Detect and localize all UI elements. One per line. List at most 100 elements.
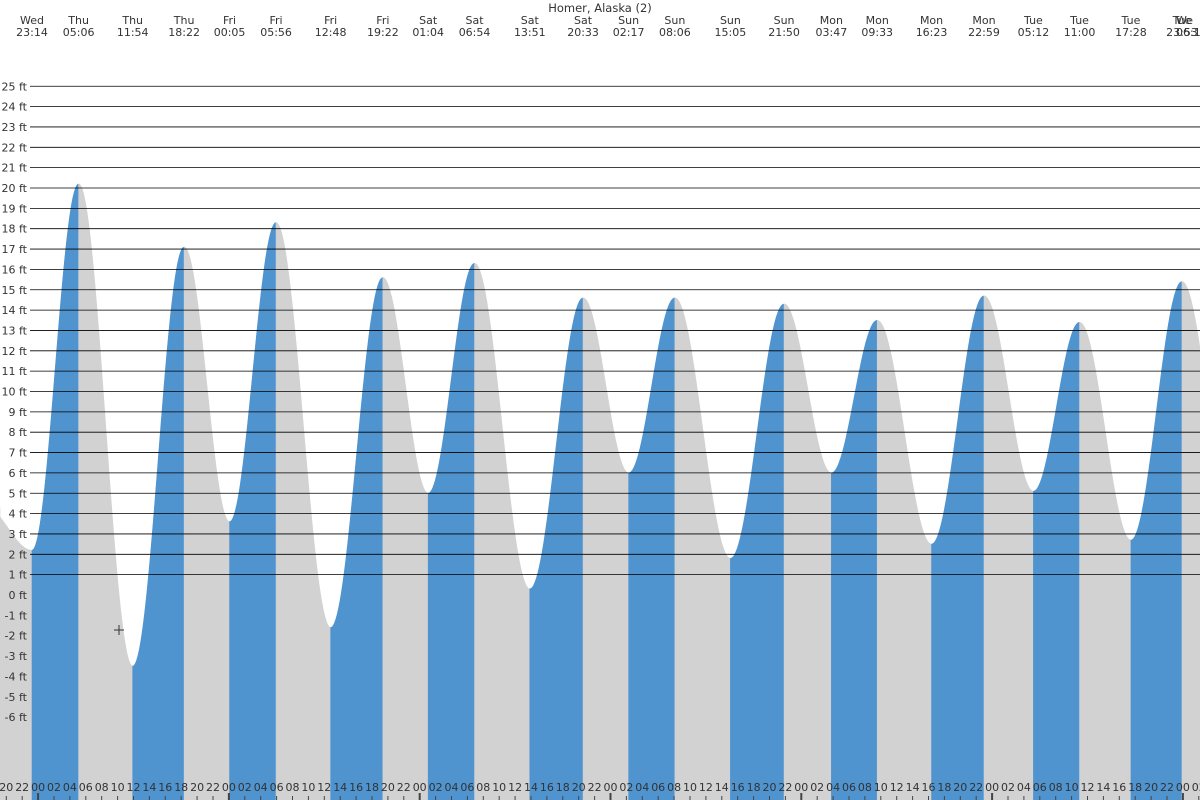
x-hour-label: 18 <box>365 781 379 794</box>
x-hour-label: 16 <box>921 781 935 794</box>
x-hour-label: 22 <box>397 781 411 794</box>
x-axis: 20 22 00 02 04 06 08 10 12 14 16 18 20 22 00 02 04 06 08 10… <box>0 781 1200 800</box>
y-tick-label: 10 ft <box>2 386 28 399</box>
y-tick-label: 1 ft <box>9 569 28 582</box>
event-time-label: 09:33 <box>861 26 893 39</box>
x-hour-label: 06 <box>270 781 284 794</box>
x-hour-label: 08 <box>1049 781 1063 794</box>
x-hour-label: 10 <box>111 781 125 794</box>
x-hour-label: 16 <box>158 781 172 794</box>
falling-tide-area <box>983 295 1034 800</box>
x-hour-label: 16 <box>1112 781 1126 794</box>
event-time-label: 08:06 <box>659 26 691 39</box>
falling-tide-area <box>876 319 932 800</box>
x-hour-label: 20 <box>572 781 586 794</box>
x-hour-label: 08 <box>476 781 490 794</box>
x-hour-label: 20 <box>1144 781 1158 794</box>
event-time-label: 01:04 <box>412 26 444 39</box>
x-hour-label: 06 <box>460 781 474 794</box>
y-tick-label: 21 ft <box>2 162 28 175</box>
event-day-label: Mon <box>820 14 843 27</box>
rising-tide-area <box>1033 321 1080 800</box>
y-tick-label: 0 ft <box>9 589 28 602</box>
y-tick-label: -3 ft <box>5 650 28 663</box>
x-hour-label: 16 <box>731 781 745 794</box>
event-time-label: 03:47 <box>816 26 848 39</box>
x-hour-label: 12 <box>317 781 331 794</box>
x-hour-label: 10 <box>492 781 506 794</box>
x-hour-label: 14 <box>142 781 156 794</box>
falling-tide-area <box>0 507 33 800</box>
event-day-label: Sat <box>521 14 540 27</box>
event-time-label: 15:05 <box>715 26 747 39</box>
y-tick-label: 23 ft <box>2 121 28 134</box>
y-tick-label: 2 ft <box>9 548 28 561</box>
x-hour-label: 08 <box>95 781 109 794</box>
y-tick-label: 9 ft <box>9 406 28 419</box>
x-hour-label: 12 <box>1080 781 1094 794</box>
x-hour-label: 20 <box>762 781 776 794</box>
falling-tide-area <box>275 222 331 800</box>
x-hour-label: 16 <box>349 781 363 794</box>
event-time-label: 11:54 <box>117 26 149 39</box>
event-time-label: 00:05 <box>214 26 246 39</box>
x-hour-label: 22 <box>969 781 983 794</box>
x-hour-label: 04 <box>826 781 840 794</box>
rising-tide-area <box>427 262 475 800</box>
falling-tide-area <box>674 297 731 800</box>
x-hour-label: 16 <box>540 781 554 794</box>
x-hour-label: 20 <box>190 781 204 794</box>
event-day-label: Tue <box>1172 14 1192 27</box>
event-day-label: Sun <box>664 14 685 27</box>
event-time-label: 05:56 <box>260 26 292 39</box>
y-tick-label: -5 ft <box>5 691 28 704</box>
event-day-label: Sat <box>574 14 593 27</box>
event-time-label: 17:28 <box>1115 26 1147 39</box>
x-hour-label: 02 <box>619 781 633 794</box>
x-hour-label: 18 <box>937 781 951 794</box>
event-day-label: Sun <box>618 14 639 27</box>
x-hour-label: 22 <box>778 781 792 794</box>
falling-tide-area <box>582 297 629 800</box>
x-hour-label: 04 <box>1017 781 1031 794</box>
x-hour-label: 22 <box>588 781 602 794</box>
y-tick-label: 20 ft <box>2 182 28 195</box>
x-hour-label: 04 <box>444 781 458 794</box>
x-hour-label: 02 <box>429 781 443 794</box>
chart-title: Homer, Alaska (2) <box>548 1 652 15</box>
x-hour-label: 12 <box>508 781 522 794</box>
x-hour-label: 04 <box>635 781 649 794</box>
event-time-label: 23:53 <box>1166 26 1198 39</box>
rising-tide-area <box>730 303 785 800</box>
y-tick-label: 5 ft <box>9 487 28 500</box>
x-hour-label: 00 <box>413 781 427 794</box>
x-hour-label: 00 <box>985 781 999 794</box>
y-tick-label: -1 ft <box>5 609 28 622</box>
falling-tide-area <box>183 246 230 800</box>
falling-tide-area <box>1181 281 1200 800</box>
x-hour-label: 10 <box>683 781 697 794</box>
event-time-label: 19:22 <box>367 26 399 39</box>
rising-tide-area <box>229 222 277 800</box>
x-hour-label: 00 <box>222 781 236 794</box>
y-tick-label: 4 ft <box>9 508 28 521</box>
event-day-label: Fri <box>324 14 337 27</box>
rising-tide-area <box>1130 281 1183 800</box>
rising-tide-area <box>931 295 985 800</box>
cursor-crosshair-icon <box>114 625 124 635</box>
y-tick-label: 15 ft <box>2 284 28 297</box>
x-hour-label: 02 <box>1192 781 1200 794</box>
event-time-label: 18:22 <box>168 26 200 39</box>
x-hour-label: 18 <box>556 781 570 794</box>
y-tick-label: 6 ft <box>9 467 28 480</box>
event-time-label: 05:12 <box>1018 26 1050 39</box>
event-time-label: 02:17 <box>613 26 645 39</box>
tide-areas <box>0 183 1200 800</box>
event-day-label: Wed <box>20 14 44 27</box>
edge-day-label: We <box>1176 14 1193 27</box>
event-day-label: Mon <box>972 14 995 27</box>
y-tick-label: -6 ft <box>5 711 28 724</box>
event-time-label: 21:50 <box>768 26 800 39</box>
event-day-label: Thu <box>121 14 143 27</box>
